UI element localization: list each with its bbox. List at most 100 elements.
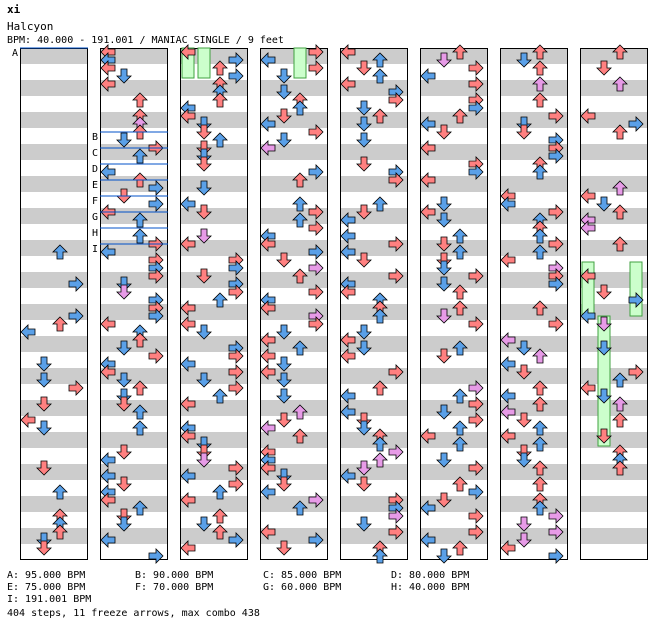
- step-arrow: [228, 68, 244, 84]
- step-arrow: [436, 260, 452, 276]
- step-arrow: [452, 420, 468, 436]
- step-arrow: [420, 500, 436, 516]
- step-arrow: [548, 204, 564, 220]
- bpm-change-label: C: [92, 148, 98, 159]
- step-arrow: [452, 244, 468, 260]
- step-arrow: [196, 156, 212, 172]
- step-arrow: [116, 372, 132, 388]
- step-arrow: [580, 220, 596, 236]
- step-arrow: [516, 124, 532, 140]
- step-arrow: [436, 348, 452, 364]
- step-arrow: [196, 116, 212, 132]
- step-arrow: [276, 252, 292, 268]
- step-arrow: [196, 228, 212, 244]
- step-arrow: [388, 268, 404, 284]
- step-arrow: [356, 60, 372, 76]
- step-arrow: [116, 388, 132, 404]
- step-arrow: [180, 316, 196, 332]
- step-arrow: [516, 412, 532, 428]
- step-arrow: [436, 252, 452, 268]
- bpm-change-label: H: [92, 228, 98, 239]
- step-arrow: [452, 300, 468, 316]
- step-arrow: [452, 108, 468, 124]
- step-arrow: [436, 276, 452, 292]
- step-arrow: [628, 116, 644, 132]
- step-arrow: [628, 364, 644, 380]
- step-arrow: [212, 132, 228, 148]
- step-arrow: [340, 404, 356, 420]
- step-arrow: [468, 164, 484, 180]
- step-arrow: [468, 380, 484, 396]
- step-arrow: [628, 292, 644, 308]
- step-arrow: [340, 228, 356, 244]
- step-arrow: [372, 68, 388, 84]
- step-arrow: [308, 204, 324, 220]
- bpm-legend-b: B: 90.000 BPM: [135, 570, 214, 581]
- step-arrow: [436, 404, 452, 420]
- step-arrow: [228, 260, 244, 276]
- bpm-change-label: D: [92, 164, 98, 175]
- step-arrow: [596, 316, 612, 332]
- step-arrow: [548, 108, 564, 124]
- step-arrow: [452, 436, 468, 452]
- step-arrow: [532, 476, 548, 492]
- step-arrow: [292, 196, 308, 212]
- step-arrow: [132, 148, 148, 164]
- step-arrow: [468, 484, 484, 500]
- chart-column: [340, 48, 408, 560]
- step-arrow: [596, 388, 612, 404]
- step-arrow: [340, 388, 356, 404]
- step-arrow: [516, 516, 532, 532]
- step-arrow: [180, 428, 196, 444]
- step-arrow: [612, 204, 628, 220]
- bpm-legend-h: H: 40.000 BPM: [391, 582, 470, 593]
- step-arrow: [20, 412, 36, 428]
- step-arrow: [420, 204, 436, 220]
- step-arrow: [52, 244, 68, 260]
- chart-column: [580, 48, 648, 560]
- step-arrow: [468, 316, 484, 332]
- step-arrow: [452, 44, 468, 60]
- step-arrow: [468, 508, 484, 524]
- song-title: Halcyon: [7, 20, 54, 33]
- step-arrow: [308, 164, 324, 180]
- step-arrow: [356, 516, 372, 532]
- step-arrow: [116, 516, 132, 532]
- step-arrow: [436, 236, 452, 252]
- step-arrow: [36, 372, 52, 388]
- step-arrow: [468, 60, 484, 76]
- step-arrow: [500, 404, 516, 420]
- step-arrow: [548, 316, 564, 332]
- step-arrow: [548, 508, 564, 524]
- step-arrow: [36, 396, 52, 412]
- step-arrow: [100, 76, 116, 92]
- step-arrow: [36, 532, 52, 548]
- step-arrow: [68, 308, 84, 324]
- step-arrow: [388, 364, 404, 380]
- step-arrow: [452, 476, 468, 492]
- step-arrow: [468, 460, 484, 476]
- step-arrow: [436, 124, 452, 140]
- step-arrow: [372, 108, 388, 124]
- step-arrow: [356, 252, 372, 268]
- step-arrow: [212, 484, 228, 500]
- step-arrow: [148, 180, 164, 196]
- step-arrow: [356, 340, 372, 356]
- step-arrow: [276, 356, 292, 372]
- step-arrow: [132, 228, 148, 244]
- step-arrow: [100, 492, 116, 508]
- step-arrow: [532, 396, 548, 412]
- step-arrow: [436, 548, 452, 564]
- step-arrow: [20, 324, 36, 340]
- step-arrow: [228, 476, 244, 492]
- step-arrow: [436, 452, 452, 468]
- bpm-legend-i: I: 191.001 BPM: [7, 594, 92, 605]
- step-arrow: [372, 308, 388, 324]
- step-arrow: [116, 276, 132, 292]
- step-arrow: [340, 212, 356, 228]
- step-arrow: [468, 412, 484, 428]
- step-summary: 404 steps, 11 freeze arrows, max combo 4…: [7, 608, 260, 619]
- step-arrow: [596, 60, 612, 76]
- step-arrow: [260, 460, 276, 476]
- step-arrow: [52, 524, 68, 540]
